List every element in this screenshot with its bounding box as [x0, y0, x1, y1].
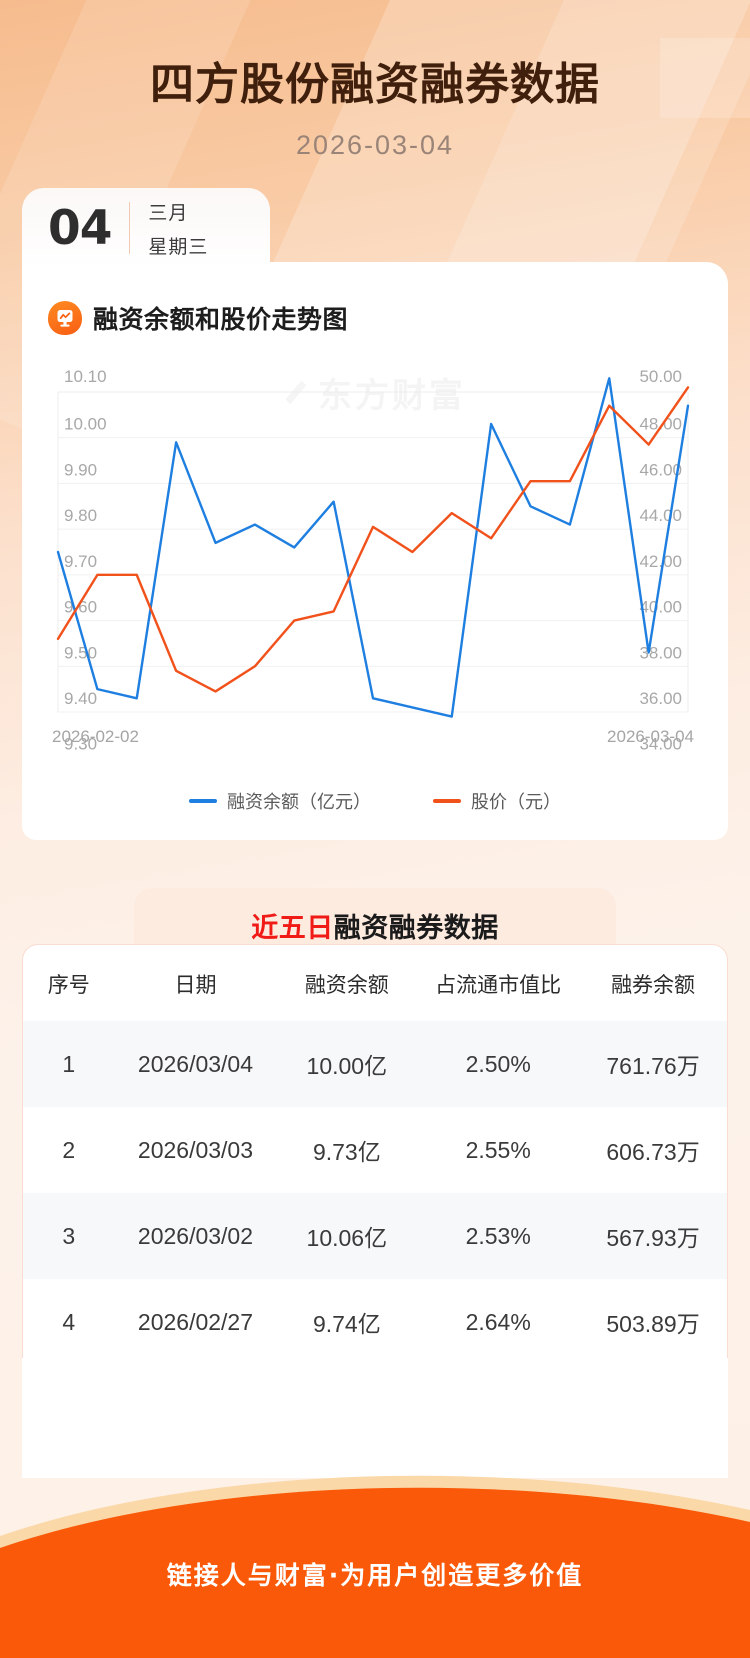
page-subtitle-date: 2026-03-04 [295, 130, 455, 160]
page-footer: 链接人与财富·为用户创造更多价值 [0, 1358, 750, 1658]
svg-text:9.70: 9.70 [64, 552, 97, 571]
legend-item-financing: 融资余额（亿元） [189, 788, 371, 814]
column-header-securities-balance: 融券余额 [611, 974, 696, 997]
svg-text:9.90: 9.90 [64, 460, 97, 479]
legend-swatch-price [433, 799, 461, 803]
row-financing-balance: 9.73亿 [312, 1139, 381, 1165]
row-market-cap-pct: 2.64% [465, 1308, 531, 1335]
page-title: 四方股份融资融券数据 [150, 59, 600, 110]
column-header-market-cap-pct: 占流通市值比 [435, 974, 562, 997]
date-tab: 04 三月 星期三 [22, 188, 270, 268]
chart-svg: 10.10 50.00 10.00 48.00 9.90 46.00 9.80 44.00 9.… [52, 367, 694, 754]
chart-trend-icon [48, 301, 82, 335]
chart-card-header: 融资余额和股价走势图 [22, 262, 728, 336]
chart-legend: 融资余额（亿元） 股价（元） [22, 788, 728, 814]
legend-label-financing: 融资余额（亿元） [227, 792, 371, 812]
svg-text:36.00: 36.00 [639, 689, 682, 708]
row-date: 2026/03/03 [137, 1136, 254, 1163]
svg-text:46.00: 46.00 [639, 460, 682, 479]
table-header-row: 序号 日期 融资余额 占流通市值比 融券余额 [23, 945, 727, 1021]
date-detail-group: 三月 星期三 [148, 198, 208, 259]
svg-text:9.50: 9.50 [64, 643, 97, 662]
column-header-date: 日期 [174, 974, 217, 997]
svg-text:2026-02-02: 2026-02-02 [52, 727, 139, 746]
table-title-rest: 融资融券数据 [333, 912, 499, 944]
column-header-financing-balance: 融资余额 [304, 974, 389, 997]
row-date: 2026/03/04 [137, 1050, 254, 1077]
svg-text:9.30: 9.30 [64, 735, 97, 754]
table-title-highlight: 近五日 [251, 912, 334, 944]
svg-text:9.40: 9.40 [64, 689, 97, 708]
legend-swatch-financing [189, 799, 217, 803]
date-divider [129, 202, 131, 254]
row-market-cap-pct: 2.50% [465, 1050, 531, 1077]
row-financing-balance: 9.74亿 [312, 1311, 381, 1337]
svg-text:38.00: 38.00 [639, 643, 682, 662]
row-market-cap-pct: 2.55% [465, 1136, 531, 1163]
legend-item-price: 股价（元） [433, 788, 561, 814]
row-date: 2026/03/02 [137, 1222, 254, 1249]
svg-text:34.00: 34.00 [639, 735, 682, 754]
row-index: 4 [62, 1308, 76, 1335]
svg-text:48.00: 48.00 [639, 415, 682, 434]
table-row: 2 2026/03/03 9.73亿 2.55% 606.73万 [23, 1107, 727, 1193]
legend-label-price: 股价（元） [471, 792, 561, 812]
svg-text:10.00: 10.00 [64, 415, 107, 434]
row-index: 3 [62, 1222, 76, 1249]
footer-wave [0, 1475, 750, 1658]
column-header-index: 序号 [47, 974, 90, 997]
page-header: 四方股份融资融券数据 2026-03-04 [0, 0, 750, 161]
svg-text:42.00: 42.00 [639, 552, 682, 571]
watermark-text: 东方财富 [318, 368, 466, 417]
chart-card: 融资余额和股价走势图 东方财富 10.10 50.00 10.00 48.00 9.90… [22, 262, 728, 840]
chart-card-title: 融资余额和股价走势图 [93, 305, 349, 334]
svg-text:10.10: 10.10 [64, 367, 107, 386]
row-date: 2026/02/27 [137, 1308, 254, 1335]
row-index: 1 [62, 1050, 76, 1077]
row-market-cap-pct: 2.53% [465, 1222, 531, 1249]
svg-text:2026-03-04: 2026-03-04 [607, 727, 694, 746]
table-row: 1 2026/03/04 10.00亿 2.50% 761.76万 [23, 1021, 727, 1107]
svg-text:50.00: 50.00 [639, 367, 682, 386]
background-block [660, 38, 750, 118]
chart-watermark: 东方财富 [280, 368, 466, 417]
row-securities-balance: 567.93万 [606, 1225, 700, 1251]
row-securities-balance: 761.76万 [606, 1053, 700, 1079]
row-financing-balance: 10.00亿 [306, 1053, 388, 1079]
footer-slogan: 链接人与财富·为用户创造更多价值 [166, 1561, 584, 1590]
row-securities-balance: 606.73万 [606, 1139, 700, 1165]
row-index: 2 [62, 1136, 76, 1163]
date-day-number: 04 [48, 200, 112, 256]
footer-card-spacer [22, 1358, 728, 1478]
date-weekday: 星期三 [148, 236, 209, 258]
svg-text:40.00: 40.00 [639, 598, 682, 617]
row-financing-balance: 10.06亿 [306, 1225, 388, 1251]
chart-plot-area: 东方财富 10.10 50.00 10.00 48.00 9.90 46.00 9.80 44… [22, 354, 728, 784]
svg-text:44.00: 44.00 [639, 506, 682, 525]
table-title: 近五日融资融券数据 [251, 906, 499, 945]
table-head: 序号 日期 融资余额 占流通市值比 融券余额 [23, 945, 727, 1021]
table-row: 3 2026/03/02 10.06亿 2.53% 567.93万 [23, 1193, 727, 1279]
row-securities-balance: 503.89万 [606, 1311, 700, 1337]
table-row: 4 2026/02/27 9.74亿 2.64% 503.89万 [23, 1279, 727, 1365]
svg-text:9.80: 9.80 [64, 506, 97, 525]
date-month: 三月 [148, 202, 189, 224]
